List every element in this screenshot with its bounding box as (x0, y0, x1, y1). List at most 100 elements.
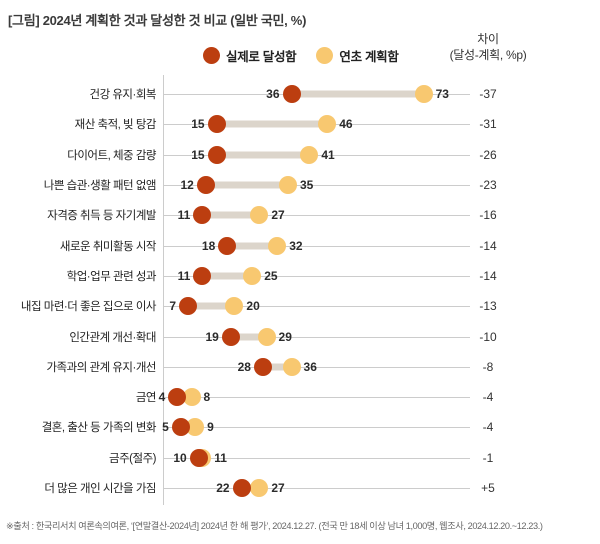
planned-dot (243, 266, 262, 285)
row-gridline (163, 185, 470, 187)
diff-value: -14 (479, 238, 497, 253)
figure-title: [그림] 2024년 계획한 것과 달성한 것 비교 (일반 국민, %) (8, 13, 307, 28)
achieved-dot (232, 479, 251, 497)
planned-value: 46 (339, 117, 353, 132)
row-gridline (163, 427, 470, 429)
achieved-dot (196, 176, 215, 195)
chart-row: 인간관계 개선·확대 19 29 -10 (0, 321, 600, 351)
planned-dot (257, 327, 276, 346)
planned-value: 27 (271, 208, 285, 223)
row-gridline (163, 488, 470, 489)
achieved-value: 11 (177, 268, 191, 283)
planned-value: 27 (271, 481, 285, 495)
row-gridline (163, 245, 470, 247)
diff-value: -23 (479, 178, 497, 193)
planned-value: 20 (246, 299, 260, 314)
chart-row: 학업·업무 관련 성과 11 25 -14 (0, 261, 600, 291)
category-label: 나쁜 습관·생활 패턴 없앰 (43, 180, 157, 193)
planned-dot (225, 297, 244, 316)
achieved-legend-dot-icon (203, 47, 220, 64)
category-label: 건강 유지·회복 (89, 89, 156, 102)
planned-value: 32 (289, 238, 303, 253)
achieved-value: 5 (162, 420, 169, 435)
row-gridline (163, 275, 470, 277)
achieved-value: 28 (237, 359, 251, 374)
achieved-dot (168, 388, 187, 407)
dumbbell-connector (262, 363, 292, 371)
row-gridline (163, 215, 470, 217)
row-gridline (163, 397, 470, 399)
dumbbell-connector (216, 120, 328, 128)
chart-row: 결혼, 출산 등 가족의 변화 5 9 -4 (0, 412, 600, 442)
dumbbell-connector (187, 302, 235, 310)
row-gridline (163, 457, 470, 459)
diff-header-line2: (달성-계획, %p) (449, 48, 527, 63)
diff-value: -10 (479, 329, 497, 344)
achieved-value: 4 (158, 390, 166, 405)
chart-row: 금연 4 8 -4 (0, 382, 600, 412)
diff-column-header: 차이 (달성-계획, %p) (433, 31, 543, 63)
achieved-value: 22 (216, 481, 230, 495)
dumbbell-connector (216, 151, 310, 159)
category-label: 내집 마련·더 좋은 집으로 이사 (20, 301, 157, 314)
diff-value: -1 (482, 450, 494, 465)
diff-value: -4 (482, 390, 494, 405)
planned-value: 9 (207, 420, 214, 435)
chart-row: 다이어트, 체중 감량 15 41 -26 (0, 140, 600, 170)
category-label: 금연 (135, 392, 157, 405)
achieved-dot (189, 448, 208, 467)
achieved-value: 12 (180, 178, 194, 193)
category-label: 자격증 취득 등 자기계발 (47, 210, 156, 223)
category-label: 학업·업무 관련 성과 (66, 270, 157, 283)
diff-header-line1: 차이 (477, 32, 499, 46)
chart-row: 나쁜 습관·생활 패턴 없앰 12 35 -23 (0, 170, 600, 200)
achieved-dot (193, 206, 212, 225)
planned-dot (282, 357, 301, 376)
dumbbell-connector (230, 333, 267, 341)
diff-value: -37 (479, 87, 497, 102)
planned-value: 25 (264, 268, 278, 283)
planned-legend-dot-icon (316, 47, 334, 64)
row-gridline (163, 366, 470, 368)
achieved-dot (253, 357, 272, 376)
planned-value: 29 (278, 329, 292, 344)
dumbbell-connector (202, 272, 253, 280)
achieved-value: 18 (201, 238, 216, 253)
planned-dot (318, 115, 337, 134)
category-label: 금주(절주) (109, 452, 156, 465)
legend-achieved-label: 실제로 달성함 (226, 50, 297, 64)
category-label: 재산 축적, 빚 탕감 (74, 119, 157, 132)
planned-value: 73 (435, 87, 449, 102)
dumbbell-connector (202, 211, 260, 219)
chart-row: 더 많은 개인 시간을 가짐 22 27 +5 (0, 473, 600, 503)
planned-value: 41 (321, 147, 335, 162)
planned-dot (250, 479, 269, 497)
category-label: 결혼, 출산 등 가족의 변화 (41, 422, 157, 435)
diff-value: -4 (482, 420, 494, 435)
legend: 실제로 달성함 연초 계획함 (203, 46, 399, 65)
planned-dot (250, 206, 269, 225)
achieved-dot (207, 145, 226, 164)
planned-dot (268, 236, 287, 255)
planned-value: 11 (214, 450, 227, 465)
row-gridline (163, 306, 470, 308)
diff-value: -13 (479, 299, 497, 314)
achieved-value: 15 (191, 117, 205, 132)
diff-value: -14 (479, 268, 497, 283)
chart-row: 내집 마련·더 좋은 집으로 이사 7 20 -13 (0, 291, 600, 321)
category-label: 새로운 취미활동 시작 (59, 240, 157, 253)
achieved-value: 36 (266, 87, 280, 102)
dumbbell-connector (291, 90, 424, 98)
achieved-value: 15 (191, 147, 205, 162)
chart-rows: 건강 유지·회복 36 73 -37 재산 축적, 빚 탕감 15 46 -31… (0, 79, 600, 503)
dumbbell-connector (205, 181, 288, 189)
planned-dot (186, 418, 205, 437)
dumbbell-connector (227, 242, 278, 250)
row-gridline (163, 336, 470, 338)
planned-dot (182, 388, 201, 407)
achieved-dot (282, 85, 301, 104)
category-label: 더 많은 개인 시간을 가짐 (44, 483, 156, 495)
diff-value: -8 (482, 359, 494, 374)
achieved-dot (193, 266, 212, 285)
